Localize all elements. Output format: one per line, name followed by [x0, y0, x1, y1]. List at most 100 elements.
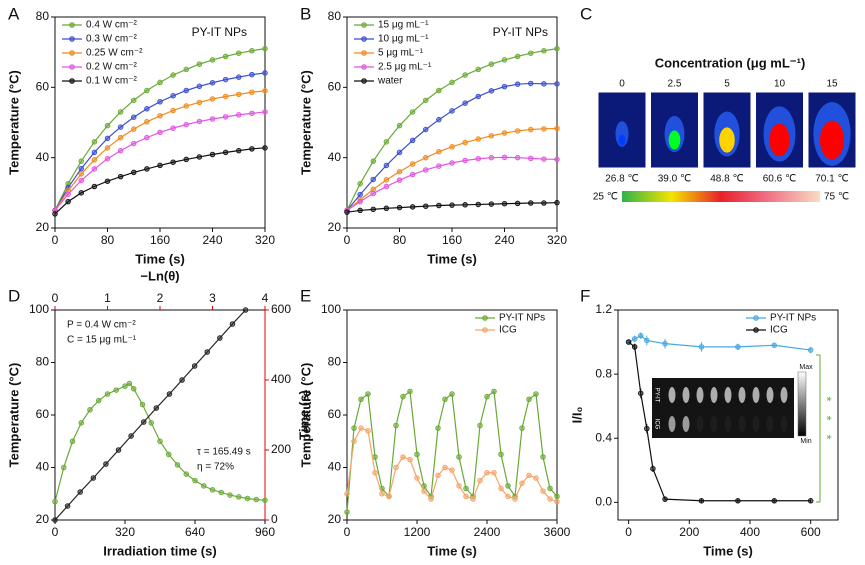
data-point — [436, 163, 442, 169]
data-point — [396, 149, 403, 156]
data-point — [117, 173, 124, 180]
data-point — [170, 93, 176, 99]
data-point — [393, 422, 399, 429]
data-point — [442, 396, 448, 403]
data-point — [526, 472, 532, 479]
temperature-label: 60.6 ℃ — [763, 174, 796, 185]
legend-label: PY-IT NPs — [770, 313, 816, 324]
x-tick-label: 640 — [185, 525, 205, 539]
vial — [724, 416, 732, 432]
data-point — [52, 211, 58, 217]
y-axis-label: Temperature (°C) — [6, 363, 21, 468]
data-point — [95, 397, 102, 404]
data-point — [514, 154, 521, 161]
data-point — [370, 206, 377, 213]
data-point — [144, 134, 150, 141]
data-point — [449, 79, 455, 86]
annotation: PY-IT NPs — [493, 25, 548, 39]
data-point — [449, 202, 455, 208]
legend-marker — [69, 50, 75, 56]
data-point — [91, 157, 98, 163]
data-point — [423, 126, 429, 133]
data-point — [505, 493, 511, 500]
data-point — [554, 156, 560, 163]
data-point — [91, 183, 98, 190]
panel-letter: E — [300, 286, 311, 305]
legend-marker — [69, 36, 75, 42]
x-tick-label: 2400 — [474, 525, 501, 539]
data-point — [470, 496, 476, 502]
scale-label: Max — [799, 364, 813, 371]
data-point — [357, 180, 363, 187]
data-point — [528, 50, 534, 56]
panel-letter: A — [8, 4, 20, 23]
x-tick-label: 320 — [255, 233, 275, 247]
data-point — [157, 438, 163, 445]
data-point — [514, 128, 521, 134]
data-point — [351, 438, 357, 445]
data-point — [262, 109, 268, 115]
data-point — [183, 103, 189, 109]
data-point — [383, 162, 390, 169]
data-point — [140, 419, 147, 425]
vial — [738, 416, 746, 432]
data-point — [222, 114, 229, 120]
y-tick-label: 100 — [321, 302, 341, 316]
x2-tick-label: 4 — [262, 291, 269, 305]
y-tick-label: 60 — [36, 80, 50, 94]
thermal-core — [819, 120, 845, 160]
data-point — [512, 496, 518, 502]
data-point — [379, 491, 385, 497]
data-point — [242, 307, 249, 313]
data-point — [170, 125, 176, 131]
panel-letter: D — [8, 286, 20, 305]
y2-axis-label: Time (s) — [296, 390, 311, 440]
data-point — [475, 201, 482, 208]
data-point — [183, 156, 189, 163]
x-tick-label: 200 — [679, 525, 699, 539]
series-line — [54, 309, 247, 521]
data-point — [78, 190, 84, 196]
data-point — [533, 475, 539, 481]
data-point — [218, 489, 224, 496]
y-tick-label: 0.0 — [595, 495, 612, 509]
data-point — [117, 109, 124, 115]
data-point — [139, 401, 146, 408]
data-point — [383, 205, 390, 212]
data-point — [78, 171, 84, 177]
data-point — [488, 201, 495, 207]
data-point — [436, 87, 442, 94]
vial — [738, 387, 746, 403]
data-point — [157, 99, 163, 105]
series-line — [346, 127, 558, 211]
data-point — [541, 81, 547, 87]
concentration-label: 15 — [826, 79, 838, 90]
data-point — [631, 336, 638, 342]
data-point — [200, 483, 207, 489]
legend-marker — [482, 315, 488, 321]
thermal-core — [618, 134, 626, 146]
data-point — [365, 428, 371, 434]
panel-letter: C — [580, 4, 592, 23]
data-point — [533, 391, 539, 397]
data-point — [357, 191, 363, 198]
x-tick-label: 320 — [115, 525, 135, 539]
data-point — [370, 158, 377, 164]
data-point — [249, 71, 255, 78]
y-tick-label: 80 — [328, 355, 342, 369]
data-point — [462, 100, 468, 106]
data-point — [244, 495, 251, 502]
temperature-label: 39.0 ℃ — [658, 174, 691, 185]
data-point — [128, 433, 134, 439]
data-point — [130, 140, 137, 147]
colorbar-label: 25 ℃ — [593, 192, 618, 203]
data-point — [396, 177, 403, 183]
data-point — [771, 498, 778, 504]
legend-label: PY-IT NPs — [499, 313, 545, 324]
data-point — [540, 488, 546, 494]
data-point — [358, 425, 364, 431]
vial — [696, 416, 704, 432]
data-point — [191, 363, 198, 369]
y-tick-label: 60 — [36, 407, 50, 421]
data-point — [501, 130, 508, 136]
